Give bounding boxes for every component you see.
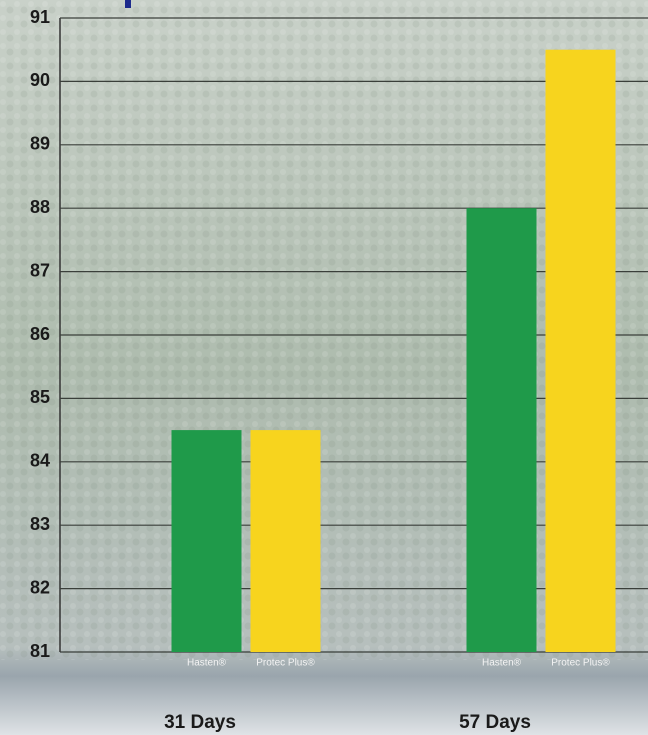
series-label: Hasten® xyxy=(482,658,522,669)
category-label: 57 Days xyxy=(459,712,531,733)
bar xyxy=(466,208,537,652)
series-label: Protec Plus® xyxy=(551,658,610,669)
series-label: Protec Plus® xyxy=(256,658,315,669)
y-tick-label: 85 xyxy=(30,387,50,407)
bar xyxy=(545,49,616,652)
y-tick-label: 90 xyxy=(30,70,50,90)
y-tick-label: 81 xyxy=(30,641,50,661)
bar xyxy=(171,430,242,652)
y-tick-label: 83 xyxy=(30,514,50,534)
y-tick-label: 86 xyxy=(30,324,50,344)
y-tick-label: 91 xyxy=(30,7,50,27)
bar xyxy=(250,430,321,652)
y-tick-label: 89 xyxy=(30,134,50,154)
decor-mark xyxy=(125,0,131,8)
category-label: 31 Days xyxy=(164,712,236,733)
y-tick-label: 84 xyxy=(30,451,50,471)
y-tick-label: 88 xyxy=(30,197,50,217)
y-tick-label: 82 xyxy=(30,577,50,597)
background-texture xyxy=(0,0,648,660)
series-label: Hasten® xyxy=(187,658,227,669)
y-tick-label: 87 xyxy=(30,260,50,280)
